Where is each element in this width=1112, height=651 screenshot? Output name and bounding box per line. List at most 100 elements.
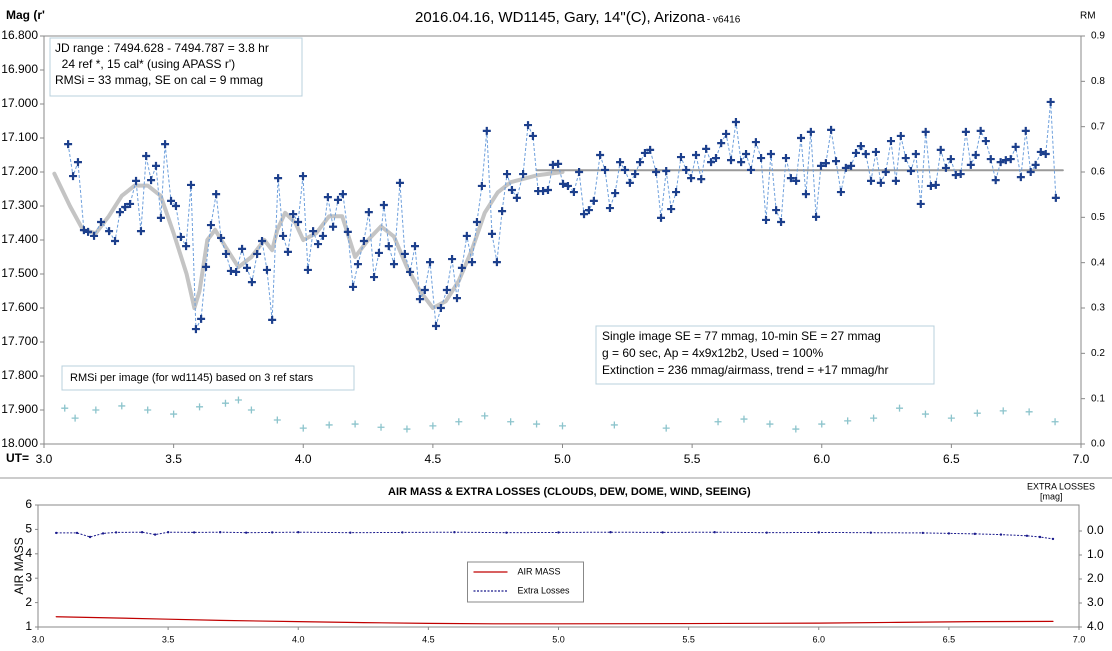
data-point — [410, 242, 419, 251]
data-point — [118, 402, 126, 410]
data-point — [519, 170, 528, 179]
data-point — [640, 148, 649, 157]
data-point — [816, 161, 825, 170]
y-tick-label: 17.200 — [1, 164, 38, 178]
y2-tick-label: 0.0 — [1091, 439, 1105, 450]
data-point — [377, 423, 385, 431]
data-point — [88, 535, 92, 539]
data-point — [906, 166, 915, 175]
data-point — [762, 215, 771, 224]
y2-tick-label: 0.8 — [1091, 76, 1105, 87]
data-point — [401, 531, 404, 534]
data-point — [986, 155, 995, 164]
data-point — [61, 404, 69, 412]
data-point — [140, 530, 144, 534]
series-line — [52, 170, 565, 310]
data-point — [202, 262, 211, 271]
y-tick-label: 16.800 — [1, 28, 38, 42]
data-point — [801, 190, 810, 199]
data-point — [991, 176, 1000, 185]
data-point — [389, 260, 398, 269]
data-point — [144, 406, 152, 414]
data-point — [289, 210, 298, 219]
data-point — [512, 193, 521, 202]
data-point — [273, 416, 281, 424]
data-point — [631, 170, 640, 179]
data-point — [781, 154, 790, 163]
data-point — [973, 409, 981, 417]
data-point — [79, 226, 88, 235]
data-point — [176, 232, 185, 241]
data-point — [946, 155, 955, 164]
data-point — [941, 163, 950, 172]
data-point — [881, 168, 890, 176]
y2-tick-label: 0.0 — [1087, 523, 1104, 537]
data-point — [1046, 97, 1055, 106]
data-point — [395, 178, 404, 187]
data-point — [1025, 408, 1033, 416]
y-tick-label: 6 — [25, 497, 32, 511]
data-point — [379, 200, 388, 209]
data-point — [569, 188, 578, 197]
data-point — [727, 156, 736, 165]
data-point — [981, 137, 990, 146]
data-point — [192, 531, 196, 534]
data-point — [956, 170, 965, 179]
data-point — [609, 530, 612, 534]
data-point — [166, 530, 170, 534]
x-tick-label: 6.5 — [943, 452, 960, 466]
x-tick-label: 4.5 — [425, 452, 442, 466]
legend-box — [467, 561, 584, 603]
data-point — [528, 131, 537, 140]
data-point — [492, 258, 501, 267]
data-point — [218, 530, 222, 534]
data-point — [448, 255, 457, 264]
data-point — [1021, 126, 1030, 135]
data-point — [455, 418, 463, 426]
data-point — [687, 174, 696, 183]
data-point — [364, 208, 373, 217]
data-point — [1036, 147, 1045, 156]
data-point — [812, 212, 821, 221]
data-point — [73, 158, 82, 167]
y-tick-label: 3 — [25, 570, 32, 584]
data-point — [126, 199, 135, 208]
data-point — [114, 531, 118, 534]
annotation: g = 60 sec, Ap = 4x9x12b2, Used = 100% — [602, 346, 823, 360]
y2-tick-label: 0.7 — [1091, 121, 1105, 132]
data-point — [299, 424, 307, 432]
legend-label: Extra Losses — [518, 585, 571, 595]
data-point — [186, 180, 195, 189]
data-point — [936, 145, 945, 154]
data-point — [351, 420, 359, 428]
data-point — [827, 125, 836, 134]
data-point — [147, 176, 156, 185]
y-tick-label: 18.000 — [1, 436, 38, 450]
data-point — [652, 168, 661, 176]
x-tick-label: 5.0 — [554, 452, 571, 466]
x-tick-label: 3.5 — [165, 452, 182, 466]
data-point — [457, 263, 466, 272]
data-point — [861, 149, 870, 158]
data-point — [792, 176, 801, 185]
annotation: RMSi per image (for wd1145) based on 3 r… — [70, 372, 314, 384]
data-point — [921, 127, 930, 136]
data-point — [672, 188, 681, 197]
data-point — [403, 425, 411, 433]
data-point — [896, 404, 904, 412]
data-point — [1038, 535, 1042, 539]
data-point — [420, 285, 429, 294]
data-point — [97, 217, 106, 226]
data-point — [740, 415, 748, 423]
series-line — [55, 616, 1054, 625]
data-point — [92, 406, 100, 414]
data-point — [196, 403, 204, 411]
data-point — [1006, 155, 1015, 164]
data-point — [171, 202, 180, 210]
x-tick-label: 6.5 — [943, 634, 956, 644]
data-point — [323, 193, 332, 202]
data-point — [559, 422, 566, 430]
data-point — [349, 531, 352, 534]
data-point — [961, 127, 970, 136]
data-point — [217, 233, 226, 242]
